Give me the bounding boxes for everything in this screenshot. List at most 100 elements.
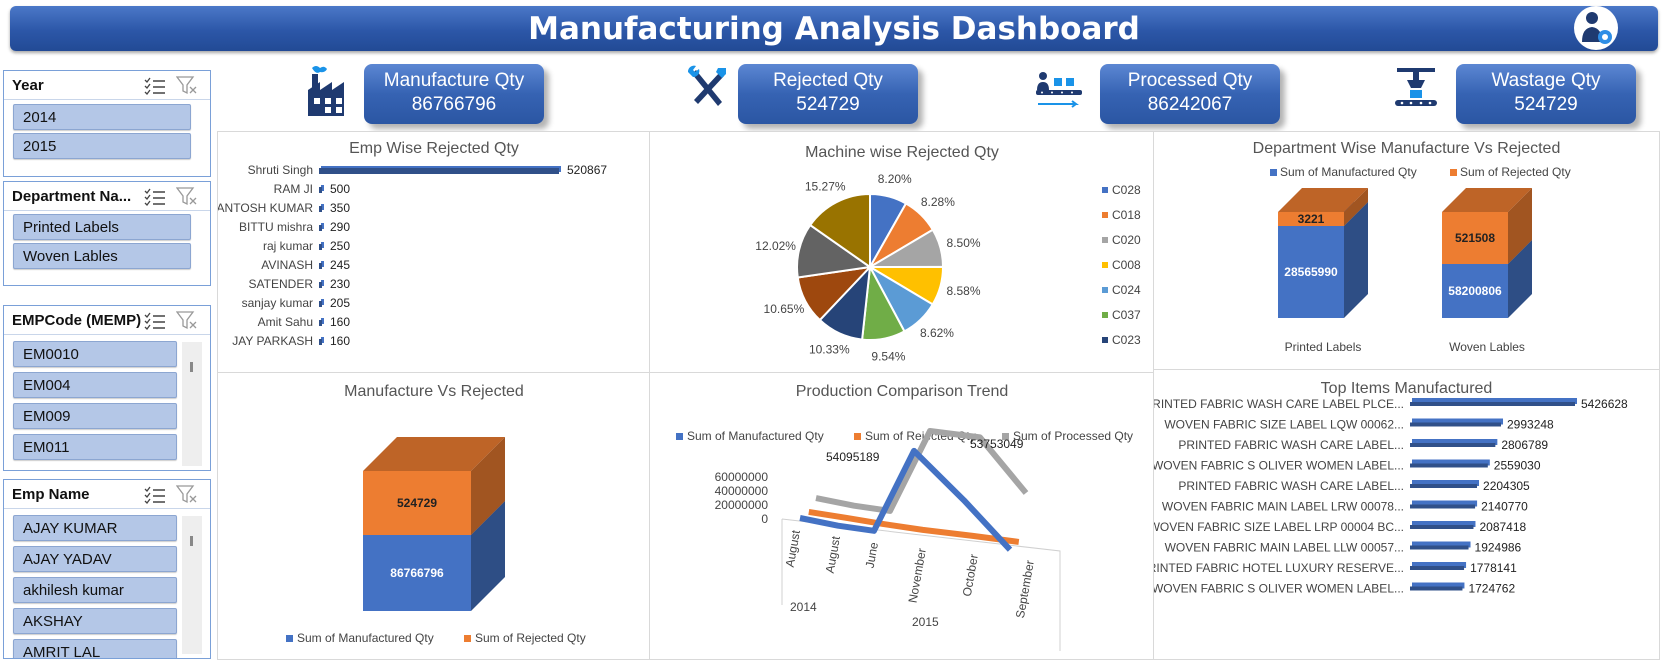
manufacture-vs-rejected-chart: 86766796 524729 Sum of Manufactured Qty Sum… [286,437,586,645]
bar [321,223,324,229]
clear-filter-icon[interactable] [176,484,198,504]
data-label: 28565990 [1284,265,1338,279]
data-label: 2087418 [1479,520,1526,534]
bar [1412,500,1478,507]
slicer-item-2015[interactable]: 2015 [13,133,191,159]
series-line [815,427,1029,514]
category-label: RAM JI [274,182,313,196]
category-label: September [1013,559,1037,619]
data-label: 53753049 [970,437,1024,451]
bar [321,204,324,210]
bar-shadow [319,244,322,250]
kpi-wastage-qty: Wastage Qty 524729 [1456,64,1636,124]
bar [321,337,324,343]
kpi-value: 86242067 [1147,94,1233,115]
multi-select-icon[interactable] [144,77,166,95]
bar-shadow [1410,463,1488,468]
rejected-bar-top [1442,188,1532,212]
legend-swatch [854,433,861,440]
slicer-item-ajay-yadav[interactable]: AJAY YADAV [13,546,177,572]
kpi-value: 524729 [1514,94,1578,115]
legend-label: C020 [1112,233,1141,247]
scroll-thumb[interactable] [190,362,193,372]
category-label: Amit Sahu [258,315,313,329]
slice-label: 8.62% [920,326,954,340]
data-label: 520867 [567,163,607,177]
category-label: sanjay kumar [242,296,313,310]
legend-label: C018 [1112,208,1141,222]
slicer-header: Year [4,71,210,100]
slicer-item-ajay-kumar[interactable]: AJAY KUMAR [13,515,177,541]
slicer-scrollbar[interactable] [182,342,202,466]
slicer-item-amrit-lal[interactable]: AMRIT LAL [13,639,177,658]
slicer-item-woven-lables[interactable]: Woven Lables [13,243,191,269]
data-label: 58200806 [1448,284,1502,298]
data-label: 1778141 [1470,561,1517,575]
slicer-item-em0010[interactable]: EM0010 [13,341,177,367]
category-label: WOVEN FABRIC S OLIVER WOMEN LABEL... [1154,582,1404,596]
bar [1412,418,1504,425]
category-label: October [960,553,981,597]
slicer-item-akhilesh-kumar[interactable]: akhilesh kumar [13,577,177,603]
emp-wise-rejected-panel: Emp Wise Rejected Qty Shruti Singh 520867… [217,131,651,374]
multi-select-icon[interactable] [144,486,166,504]
tools-icon [687,65,726,106]
category-label: June [863,541,881,569]
bar [1412,459,1490,466]
machine-wise-rejected-chart: 8.20% 8.28% 8.50% 8.58% 8.62% 9.54% 10.33% 10.6… [755,172,1141,363]
legend-label: C024 [1112,283,1141,297]
category-label: SATENDER [249,277,314,291]
department-slicer: Department Na... Printed Labels Woven La… [3,181,211,286]
legend-swatch [1102,212,1108,218]
slicer-item-akshay[interactable]: AKSHAY [13,608,177,634]
slicer-scrollbar[interactable] [182,516,202,654]
data-label: 86766796 [390,566,444,580]
slicer-item-em004[interactable]: EM004 [13,372,177,398]
rejected-bar-top [363,437,505,471]
chart-title: Machine wise Rejected Qty [805,144,999,161]
bar-shadow [1410,402,1575,406]
rejected-bar [363,471,471,535]
clear-filter-icon[interactable] [176,75,198,95]
production-trend-panel: Production Comparison Trend Sum of Manuf… [649,372,1155,660]
scroll-thumb[interactable] [190,536,193,546]
data-label: 290 [330,220,350,234]
clear-filter-icon[interactable] [176,310,198,330]
rejected-bar [1442,212,1508,264]
bar-shadow [319,206,322,212]
conveyor-worker-icon [1036,72,1082,108]
bar-shadow [1410,566,1465,570]
slice-label: 15.27% [805,179,846,193]
category-label: PRINTED FABRIC WASH CARE LABEL PLCE... [1154,397,1404,411]
legend-swatch [464,635,471,642]
slicer-item-printed-labels[interactable]: Printed Labels [13,214,191,240]
slicer-item-em009[interactable]: EM009 [13,403,177,429]
legend-swatch [1002,433,1009,440]
bar-shadow [319,225,322,231]
bar [321,280,324,286]
department-wise-panel: Department Wise Manufacture Vs Rejected … [1153,131,1660,371]
legend-label: C023 [1112,333,1141,347]
manufactured-bar [1278,226,1344,318]
data-label: 230 [330,277,350,291]
legend-swatch [1102,287,1108,293]
multi-select-icon[interactable] [144,312,166,330]
multi-select-icon[interactable] [144,188,166,206]
slicer-item-2014[interactable]: 2014 [13,104,191,130]
slicer-item-em011[interactable]: EM011 [13,434,177,460]
bar [321,299,324,305]
rejected-bar-side [1508,188,1532,264]
bar-shadow [1410,525,1474,529]
bar-shadow [1410,484,1478,488]
slicer-title: EMPCode (MEMP) [12,312,142,329]
category-label: WOVEN FABRIC MAIN LABEL LRW 00078... [1162,500,1404,514]
clear-filter-icon[interactable] [176,186,198,206]
title-bar: Manufacturing Analysis Dashboard [10,6,1658,51]
production-trend-chart: Sum of Manufactured Qty Sum of Rejected Q… [676,427,1133,651]
kpi-value: 524729 [796,94,860,115]
data-label: 5426628 [1581,397,1628,411]
legend-swatch [1102,187,1108,193]
data-label: 2140770 [1481,500,1528,514]
emp-wise-rejected-chart: Shruti Singh 520867 RAM JI 500 SANTOSH KUMAR… [218,163,607,348]
bar [1412,521,1476,527]
